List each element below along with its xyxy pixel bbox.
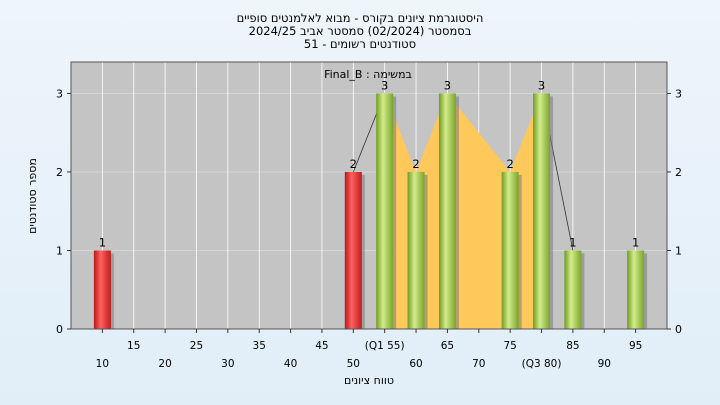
y-ticks: 0 0 1 1 2 2 3 3 xyxy=(56,87,682,336)
chart-title: היסטוגרמת ציונים בקורס - מבוא לאלמנטים ס… xyxy=(237,11,484,51)
ytick-right-label-1: 1 xyxy=(675,244,682,257)
ytick-right-label-2: 2 xyxy=(675,166,682,179)
bar-10 xyxy=(93,250,111,329)
data-label-65: 3 xyxy=(444,78,451,92)
xtick-label-20: 20 xyxy=(158,358,171,370)
bar-50 xyxy=(344,171,362,329)
ytick-left-label-0: 0 xyxy=(56,323,63,336)
xtick-label-40: 40 xyxy=(284,358,297,370)
title-line-1: היסטוגרמת ציונים בקורס - מבוא לאלמנטים ס… xyxy=(237,11,484,25)
xtick-label-10: 10 xyxy=(96,358,109,370)
legend-label: במשימה : Final_B xyxy=(324,68,412,81)
data-label-60: 2 xyxy=(412,157,419,171)
xtick-label-90: 90 xyxy=(598,358,611,370)
xtick-label-15: 15 xyxy=(127,340,140,352)
xtick-label-35: 35 xyxy=(253,340,266,352)
xtick-label-80: (Q3 80) xyxy=(522,358,562,370)
bars xyxy=(93,93,648,329)
y-axis-title: מספר סטודנטים xyxy=(26,158,39,234)
xtick-label-55: (Q1 55) xyxy=(365,340,405,352)
data-label-80: 3 xyxy=(538,78,545,92)
bar-65 xyxy=(438,93,456,329)
data-label-75: 2 xyxy=(506,157,513,171)
bar-60 xyxy=(407,171,425,329)
xtick-label-50: 50 xyxy=(347,358,360,370)
x-ticks: 10 15 20 25 30 35 40 45 50 (Q1 55) 60 65 70 75 (Q3 80)… xyxy=(96,329,642,370)
xtick-label-65: 65 xyxy=(441,340,454,352)
data-labels: 1 2 3 2 3 2 3 1 1 xyxy=(99,78,640,249)
bar-80 xyxy=(533,93,551,329)
ytick-right-label-0: 0 xyxy=(675,323,682,336)
bar-55 xyxy=(376,93,394,329)
data-label-55: 3 xyxy=(381,78,388,92)
bar-95 xyxy=(627,250,645,329)
data-label-95: 1 xyxy=(632,235,639,249)
xtick-label-60: 60 xyxy=(409,358,422,370)
x-axis-title: טווח ציונים xyxy=(344,374,394,387)
xtick-label-75: 75 xyxy=(503,340,516,352)
xtick-label-45: 45 xyxy=(315,340,328,352)
title-line-3: סטודנטים רשומים - 51 xyxy=(304,37,416,51)
ytick-left-label-1: 1 xyxy=(56,244,63,257)
bar-85 xyxy=(564,250,582,329)
ytick-right-label-3: 3 xyxy=(675,87,682,100)
xtick-label-95: 95 xyxy=(629,340,642,352)
data-label-85: 1 xyxy=(569,235,576,249)
plot-frame xyxy=(70,61,668,330)
title-line-2: בסמסטר (02/2024) סמסטר אביב 2024/25 xyxy=(249,24,472,38)
xtick-label-70: 70 xyxy=(472,358,485,370)
ytick-left-label-3: 3 xyxy=(56,87,63,100)
xtick-label-30: 30 xyxy=(221,358,234,370)
xtick-label-25: 25 xyxy=(190,340,203,352)
bar-75 xyxy=(501,171,519,329)
data-label-50: 2 xyxy=(350,157,357,171)
xtick-label-85: 85 xyxy=(566,340,579,352)
ytick-left-label-2: 2 xyxy=(56,166,63,179)
data-label-10: 1 xyxy=(99,235,106,249)
